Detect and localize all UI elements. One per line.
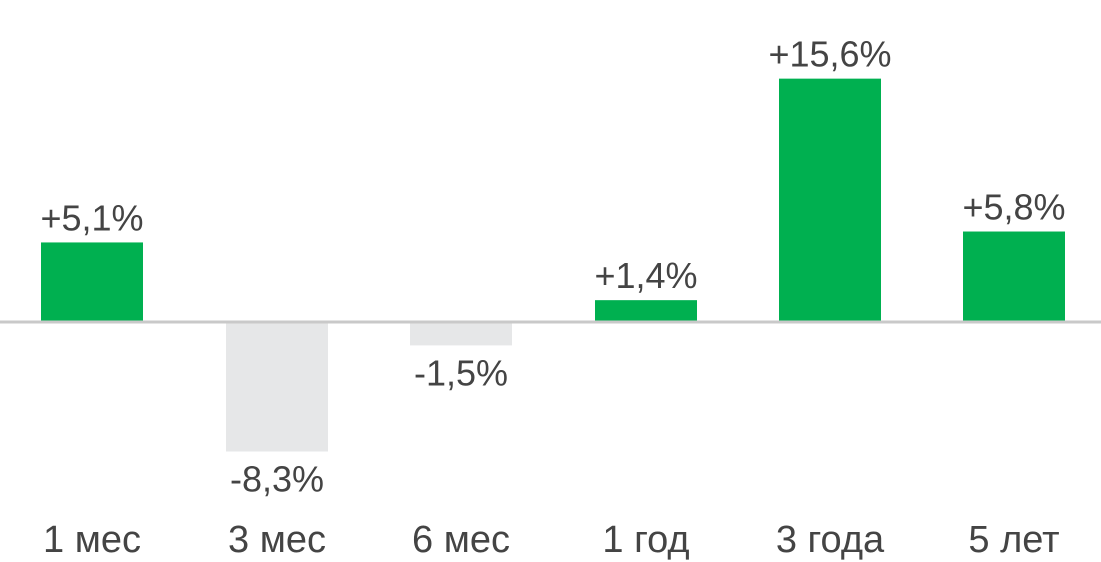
bar-3 xyxy=(410,322,512,346)
category-label-6: 5 лет xyxy=(968,519,1059,561)
category-label-3: 6 мес xyxy=(412,519,510,561)
bar-1 xyxy=(41,242,143,322)
value-label-5: +15,6% xyxy=(768,34,891,75)
bar-4 xyxy=(595,300,697,322)
value-labels-group: +5,1% -8,3% -1,5% +1,4% +15,6% +5,8% xyxy=(40,34,1065,500)
category-label-5: 3 года xyxy=(776,519,885,561)
bars-group xyxy=(41,78,1065,452)
category-label-2: 3 мес xyxy=(228,519,326,561)
category-label-4: 1 год xyxy=(602,519,689,561)
value-label-3: -1,5% xyxy=(414,352,508,393)
value-label-1: +5,1% xyxy=(40,197,143,238)
value-label-2: -8,3% xyxy=(230,458,324,499)
category-label-1: 1 мес xyxy=(43,519,141,561)
bar-2 xyxy=(226,322,328,452)
bar-6 xyxy=(963,231,1065,322)
bar-5 xyxy=(779,78,881,322)
value-label-4: +1,4% xyxy=(594,255,697,296)
category-labels-group: 1 мес 3 мес 6 мес 1 год 3 года 5 лет xyxy=(43,519,1060,561)
value-label-6: +5,8% xyxy=(962,187,1065,228)
